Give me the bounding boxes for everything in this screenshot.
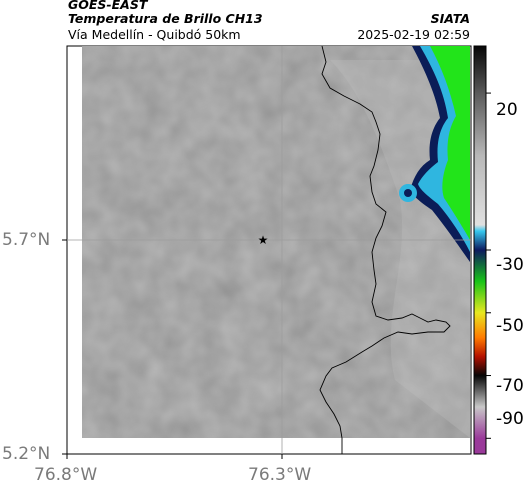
x-tick-label: 76.3°W [248, 465, 312, 485]
y-tick-label: 5.2°N [2, 444, 51, 464]
satellite-title: GOES-EAST [68, 0, 148, 12]
colorbar-ticks [486, 92, 491, 439]
department-border-line [319, 45, 451, 454]
colorbar-tick-label: -50 [496, 316, 524, 336]
region-label: Vía Medellín - Quibdó 50km [68, 27, 241, 42]
colorbar-tick-label: -30 [496, 255, 524, 275]
colorbar-tick-label: -70 [496, 376, 524, 396]
y-tick-label: 5.7°N [2, 230, 51, 250]
star-marker-icon: ★ [258, 233, 269, 247]
x-tick-label: 76.8°W [34, 465, 98, 485]
colorbar-tick-label: -90 [496, 409, 524, 429]
agency-label: SIATA [430, 11, 470, 26]
brightness-temperature-field [82, 46, 470, 438]
product-title: Temperatura de Brillo CH13 [68, 11, 263, 26]
datetime-label: 2025-02-19 02:59 [357, 27, 470, 42]
colorbar-tick-label: 20 [496, 100, 518, 120]
colorbar [473, 45, 487, 455]
gridlines [67, 46, 471, 454]
